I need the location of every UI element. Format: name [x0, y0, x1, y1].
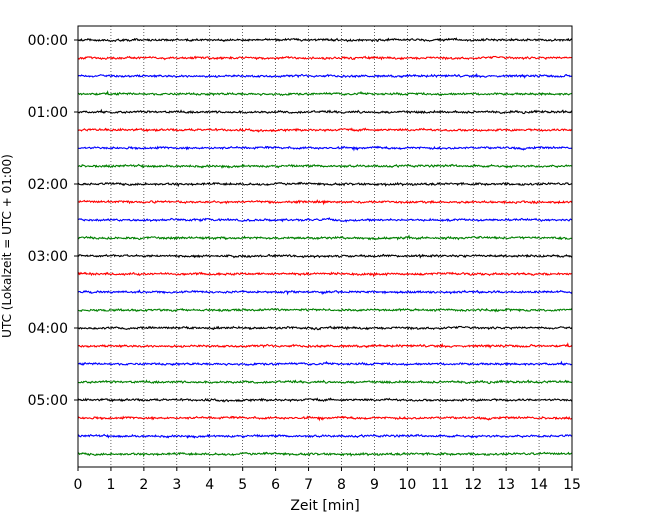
x-tick-label: 5: [238, 477, 247, 493]
y-tick-label: 05:00: [28, 393, 68, 409]
y-tick-label: 03:00: [28, 249, 68, 265]
trace-00-00: [77, 37, 573, 43]
x-tick-label: 2: [139, 477, 148, 493]
x-tick-label: 12: [464, 477, 482, 493]
x-tick-label: 13: [497, 477, 515, 493]
x-tick-label: 1: [106, 477, 115, 493]
trace-05-15: [77, 415, 573, 422]
trace-03-15: [77, 271, 573, 278]
x-tick-label: 7: [304, 477, 313, 493]
x-tick-label: 8: [337, 477, 346, 493]
x-tick-label: 6: [271, 477, 280, 493]
x-tick-label: 11: [431, 477, 449, 493]
trace-00-45: [77, 90, 573, 97]
y-tick-label: 04:00: [28, 321, 68, 337]
trace-05-30: [77, 433, 573, 439]
trace-03-30: [77, 289, 573, 296]
x-tick-label: 15: [563, 477, 581, 493]
trace-04-45: [77, 379, 573, 385]
trace-05-45: [77, 451, 573, 458]
x-tick-label: 0: [74, 477, 83, 493]
trace-01-00: [77, 108, 573, 115]
trace-04-00: [77, 325, 573, 331]
trace-03-45: [77, 307, 573, 313]
plot-frame: [77, 25, 573, 468]
trace-03-00: [77, 253, 573, 259]
trace-04-15: [77, 342, 573, 349]
y-axis-label: UTC (Lokalzeit = UTC + 01:00): [0, 154, 14, 338]
trace-01-45: [77, 163, 573, 169]
y-tick-label: 02:00: [28, 177, 68, 193]
x-tick-label: 10: [398, 477, 416, 493]
trace-group: [77, 37, 573, 458]
trace-05-00: [77, 397, 573, 403]
trace-02-15: [77, 199, 573, 206]
x-tick-label: 3: [172, 477, 181, 493]
trace-02-30: [77, 217, 573, 223]
x-tick-label: 14: [530, 477, 548, 493]
x-tick-label: 4: [205, 477, 214, 493]
trace-01-30: [77, 145, 573, 152]
x-tick-label: 9: [370, 477, 379, 493]
trace-00-30: [77, 72, 573, 79]
x-axis-label: Zeit [min]: [290, 498, 359, 514]
y-axis-ticks: 00:00 01:00 02:00 03:00 04:00 05:00: [28, 33, 78, 409]
y-tick-label: 00:00: [28, 33, 68, 49]
x-axis-ticks: 0 1 2 3 4 5 6 7 8 9 10 11 12 13 14 15: [74, 467, 581, 493]
trace-00-15: [77, 55, 573, 61]
y-tick-label: 01:00: [28, 105, 68, 121]
trace-04-30: [77, 360, 573, 367]
trace-01-15: [77, 127, 572, 133]
trace-02-00: [77, 181, 573, 188]
trace-02-45: [77, 234, 573, 241]
